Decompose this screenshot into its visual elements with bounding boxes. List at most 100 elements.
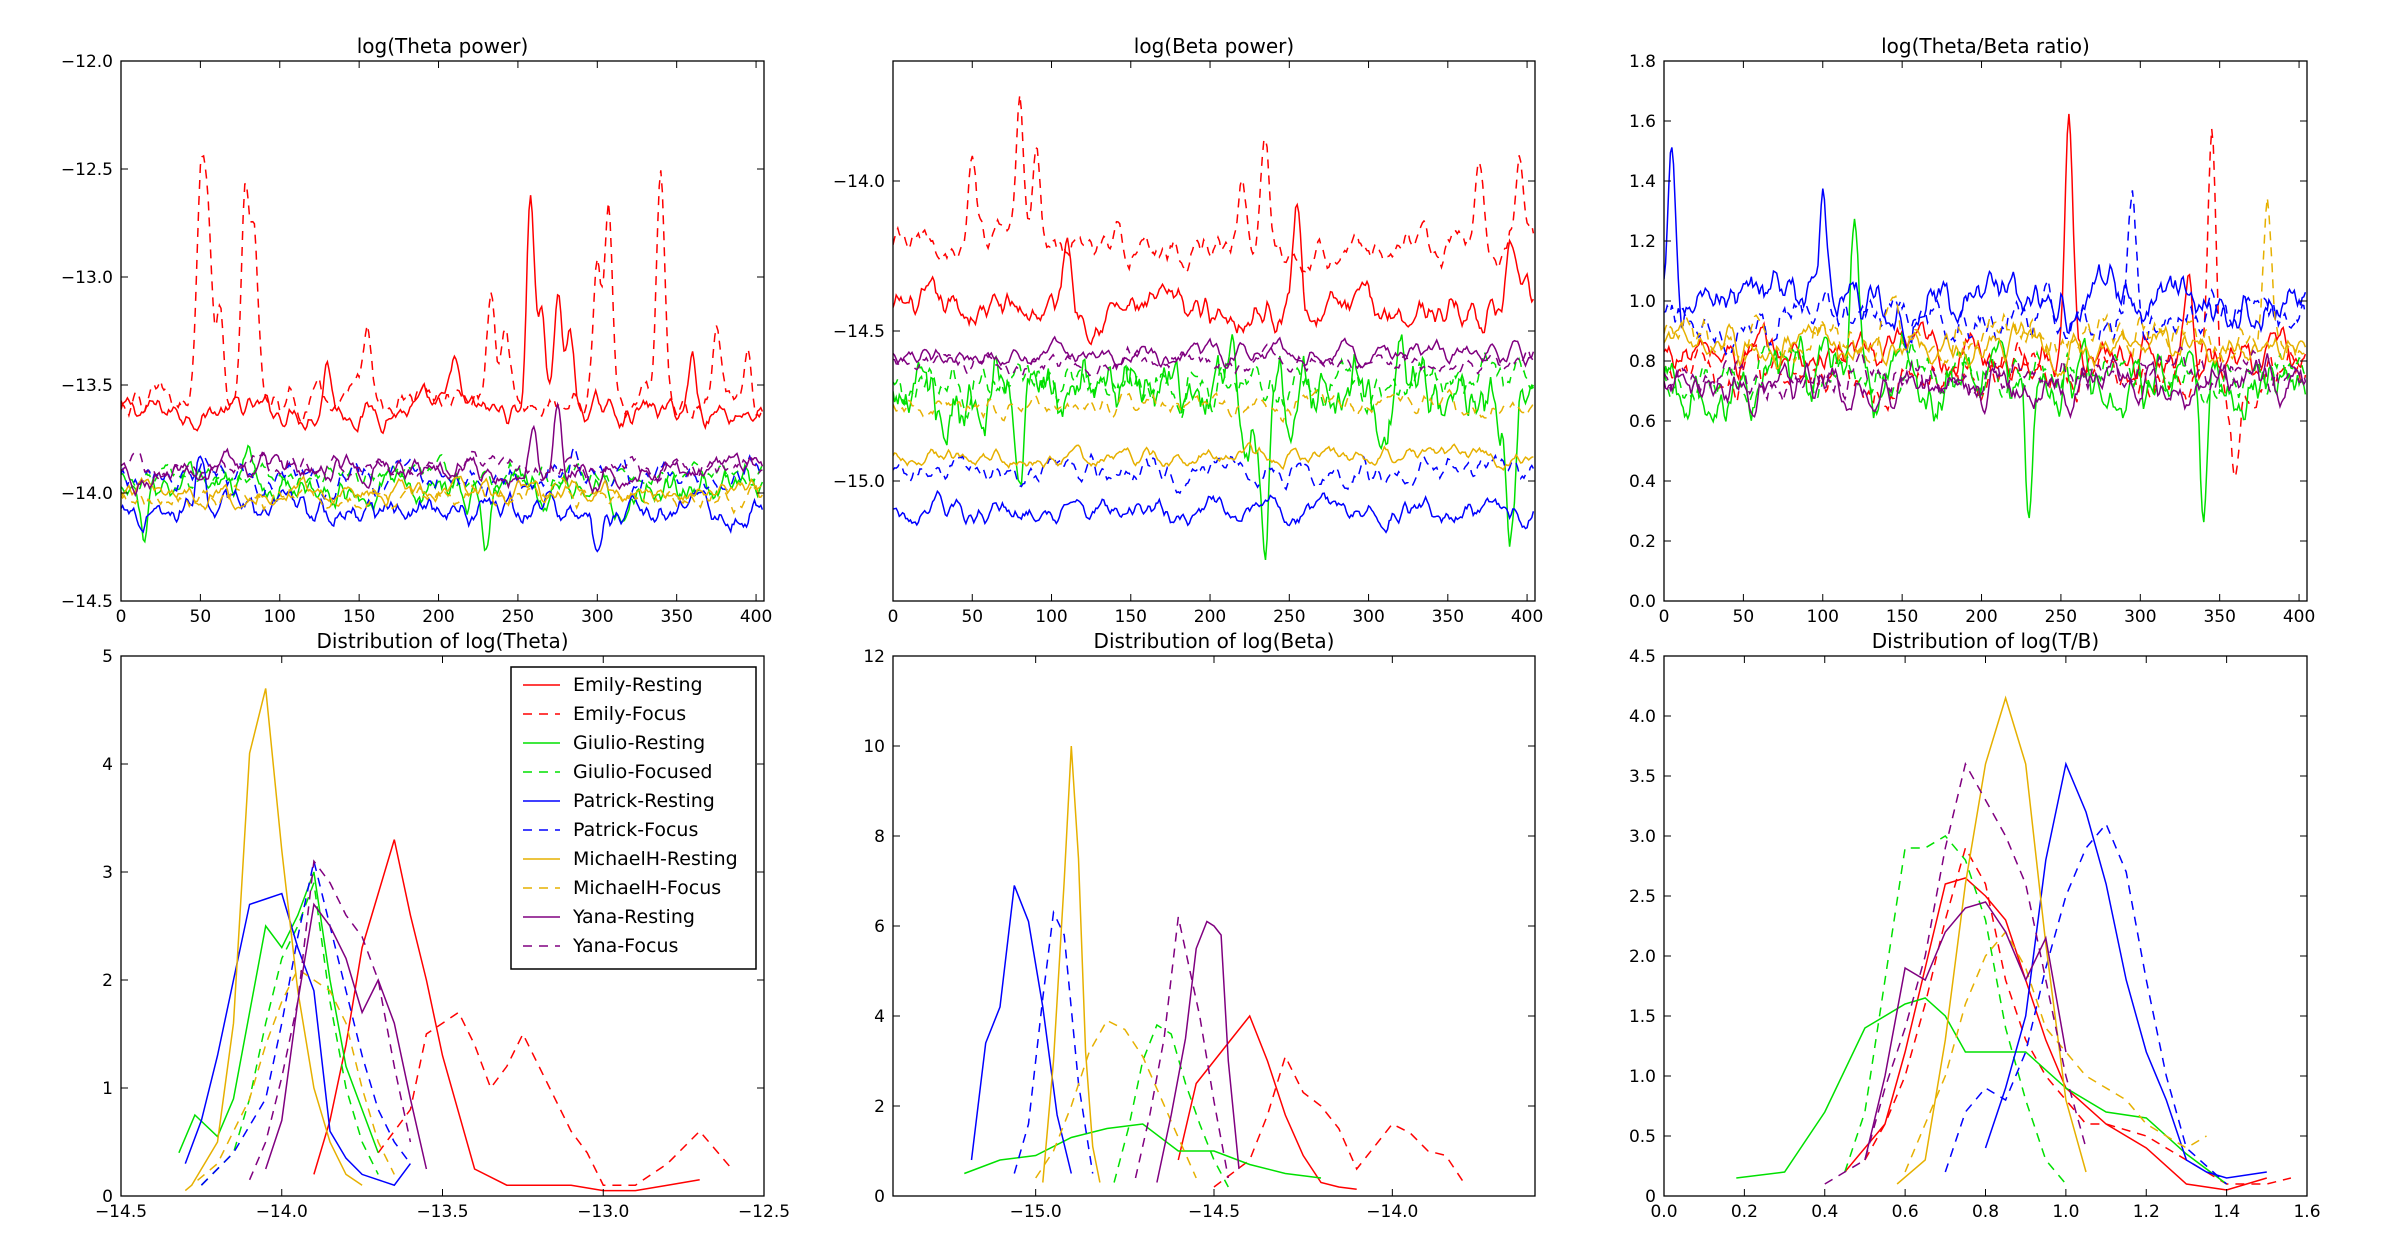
legend-label: MichaelH-Focus: [573, 877, 721, 899]
legend-label: Emily-Resting: [573, 674, 703, 696]
y-tick-label: 2.5: [1629, 887, 1656, 907]
y-tick-label: 10: [863, 737, 885, 757]
x-tick-label: 300: [581, 607, 613, 627]
x-tick-label: 250: [2045, 607, 2077, 627]
y-tick-label: 0.5: [1629, 1127, 1656, 1147]
beta-power-panel: 0 50 100 150 200 250 300 350 400 −15.0 −14.5 −14.0 l…: [833, 34, 1543, 627]
x-tick-label: 300: [1352, 607, 1384, 627]
x-tick-label: 200: [1965, 607, 1997, 627]
legend: Emily-Resting Emily-Focus Giulio-Resting…: [510, 666, 757, 970]
series-line-giulio-resting: [964, 1123, 1322, 1179]
panel-title: Distribution of log(Theta): [316, 629, 568, 653]
series-line-yana-focus: [248, 859, 412, 1181]
legend-label: Patrick-Focus: [573, 819, 698, 841]
x-tick-label: 350: [1432, 607, 1464, 627]
y-tick-label: 3: [102, 863, 113, 883]
legend-label: Emily-Focus: [573, 703, 686, 725]
legend-entry: Giulio-Resting: [523, 732, 705, 754]
x-tick-label: 1.2: [2133, 1202, 2160, 1222]
x-tick-label: 250: [1273, 607, 1305, 627]
series-line-michaelh-resting: [191, 688, 363, 1186]
legend-box: [510, 666, 757, 970]
series-line-emily-focus: [893, 94, 1535, 275]
series-line-michaelh-focus: [1664, 197, 2307, 369]
series-line-emily-focus: [1213, 1054, 1465, 1188]
y-tick-label: −14.5: [833, 322, 885, 342]
x-tick-label: 0: [116, 607, 127, 627]
legend-label: Yana-Focus: [572, 935, 678, 957]
y-tick-label: −12.5: [61, 160, 113, 180]
y-tick-label: 0.8: [1629, 352, 1656, 372]
series-line-yana-focus: [1824, 761, 2087, 1185]
legend-entry: Patrick-Focus: [523, 819, 698, 841]
y-tick-label: 6: [874, 917, 885, 937]
series-line-giulio-focused: [1844, 835, 2067, 1185]
x-tick-label: 0: [1659, 607, 1670, 627]
y-tick-label: 0.6: [1629, 412, 1656, 432]
x-tick-label: 200: [1194, 607, 1226, 627]
x-tick-label: 100: [264, 607, 296, 627]
x-tick-label: 300: [2124, 607, 2156, 627]
series-line-giulio-focused: [1113, 1023, 1229, 1188]
x-tick-label: −14.0: [1366, 1202, 1418, 1222]
panel-title: log(Theta power): [357, 34, 529, 58]
x-tick-label: 0.8: [1972, 1202, 1999, 1222]
series-group: [893, 94, 1535, 561]
ratio-distribution-panel: 0.0 0.2 0.4 0.6 0.8 1.0 1.2 1.4 1.6 0 0.5 1.0 1.5 2.0…: [1629, 629, 2321, 1222]
x-tick-label: 50: [190, 607, 212, 627]
series-line-giulio-resting: [121, 444, 764, 552]
series-line-giulio-focused: [121, 453, 764, 493]
y-tick-label: −13.5: [61, 376, 113, 396]
series-line-yana-focus: [1664, 346, 2307, 403]
series-line-patrick-resting: [1664, 147, 2307, 354]
series-line-patrick-resting: [970, 885, 1073, 1174]
series-line-michaelh-focus: [121, 476, 764, 515]
x-tick-label: 350: [660, 607, 692, 627]
legend-entry: MichaelH-Focus: [523, 877, 721, 899]
x-tick-label: −14.0: [256, 1202, 308, 1222]
series-line-emily-resting: [313, 839, 700, 1192]
series-group: [178, 688, 733, 1192]
y-tick-label: 1.0: [1629, 292, 1656, 312]
y-tick-label: 1.2: [1629, 232, 1656, 252]
y-tick-label: 12: [863, 647, 885, 667]
y-tick-label: 1.6: [1629, 112, 1656, 132]
x-tick-label: 100: [1035, 607, 1067, 627]
x-tick-label: 1.0: [2052, 1202, 2079, 1222]
series-line-patrick-focus: [200, 861, 412, 1186]
beta-distribution-panel: −15.0 −14.5 −14.0 0 2 4 6 8 10 12 Distribution of …: [863, 629, 1536, 1222]
panel-title: log(Beta power): [1134, 34, 1294, 58]
series-line-michaelh-resting: [1042, 745, 1101, 1183]
series-line-patrick-focus: [1664, 190, 2307, 356]
x-tick-label: 250: [502, 607, 534, 627]
x-tick-label: 400: [1511, 607, 1543, 627]
series-line-yana-focus: [1134, 916, 1230, 1179]
x-tick-label: 150: [1886, 607, 1918, 627]
series-line-michaelh-resting: [1896, 695, 2087, 1185]
y-tick-label: 4: [102, 755, 113, 775]
series-line-yana-resting: [1156, 920, 1240, 1183]
series-line-michaelh-focus: [1904, 930, 2207, 1173]
axes-frame: [120, 60, 765, 602]
series-line-patrick-resting: [184, 892, 412, 1187]
series-line-patrick-resting: [1984, 761, 2267, 1179]
y-tick-label: 2.0: [1629, 947, 1656, 967]
y-tick-label: 0: [874, 1187, 885, 1207]
x-tick-label: 50: [1733, 607, 1755, 627]
y-tick-label: −12.0: [61, 52, 113, 72]
x-tick-label: 0: [888, 607, 899, 627]
series-line-yana-resting: [121, 401, 764, 498]
series-line-patrick-focus: [893, 452, 1535, 495]
y-tick-label: −14.0: [833, 172, 885, 192]
y-tick-label: 4: [874, 1007, 885, 1027]
y-tick-label: −14.5: [61, 592, 113, 612]
y-tick-label: 3.0: [1629, 827, 1656, 847]
x-tick-label: −13.0: [577, 1202, 629, 1222]
series-line-emily-resting: [1844, 877, 2268, 1191]
legend-entry: Yana-Focus: [523, 935, 678, 957]
series-line-giulio-resting: [1664, 218, 2307, 523]
y-tick-label: 4.0: [1629, 707, 1656, 727]
x-tick-label: 0.0: [1650, 1202, 1677, 1222]
series-line-giulio-resting: [893, 334, 1535, 561]
legend-entry: Emily-Focus: [523, 703, 686, 725]
